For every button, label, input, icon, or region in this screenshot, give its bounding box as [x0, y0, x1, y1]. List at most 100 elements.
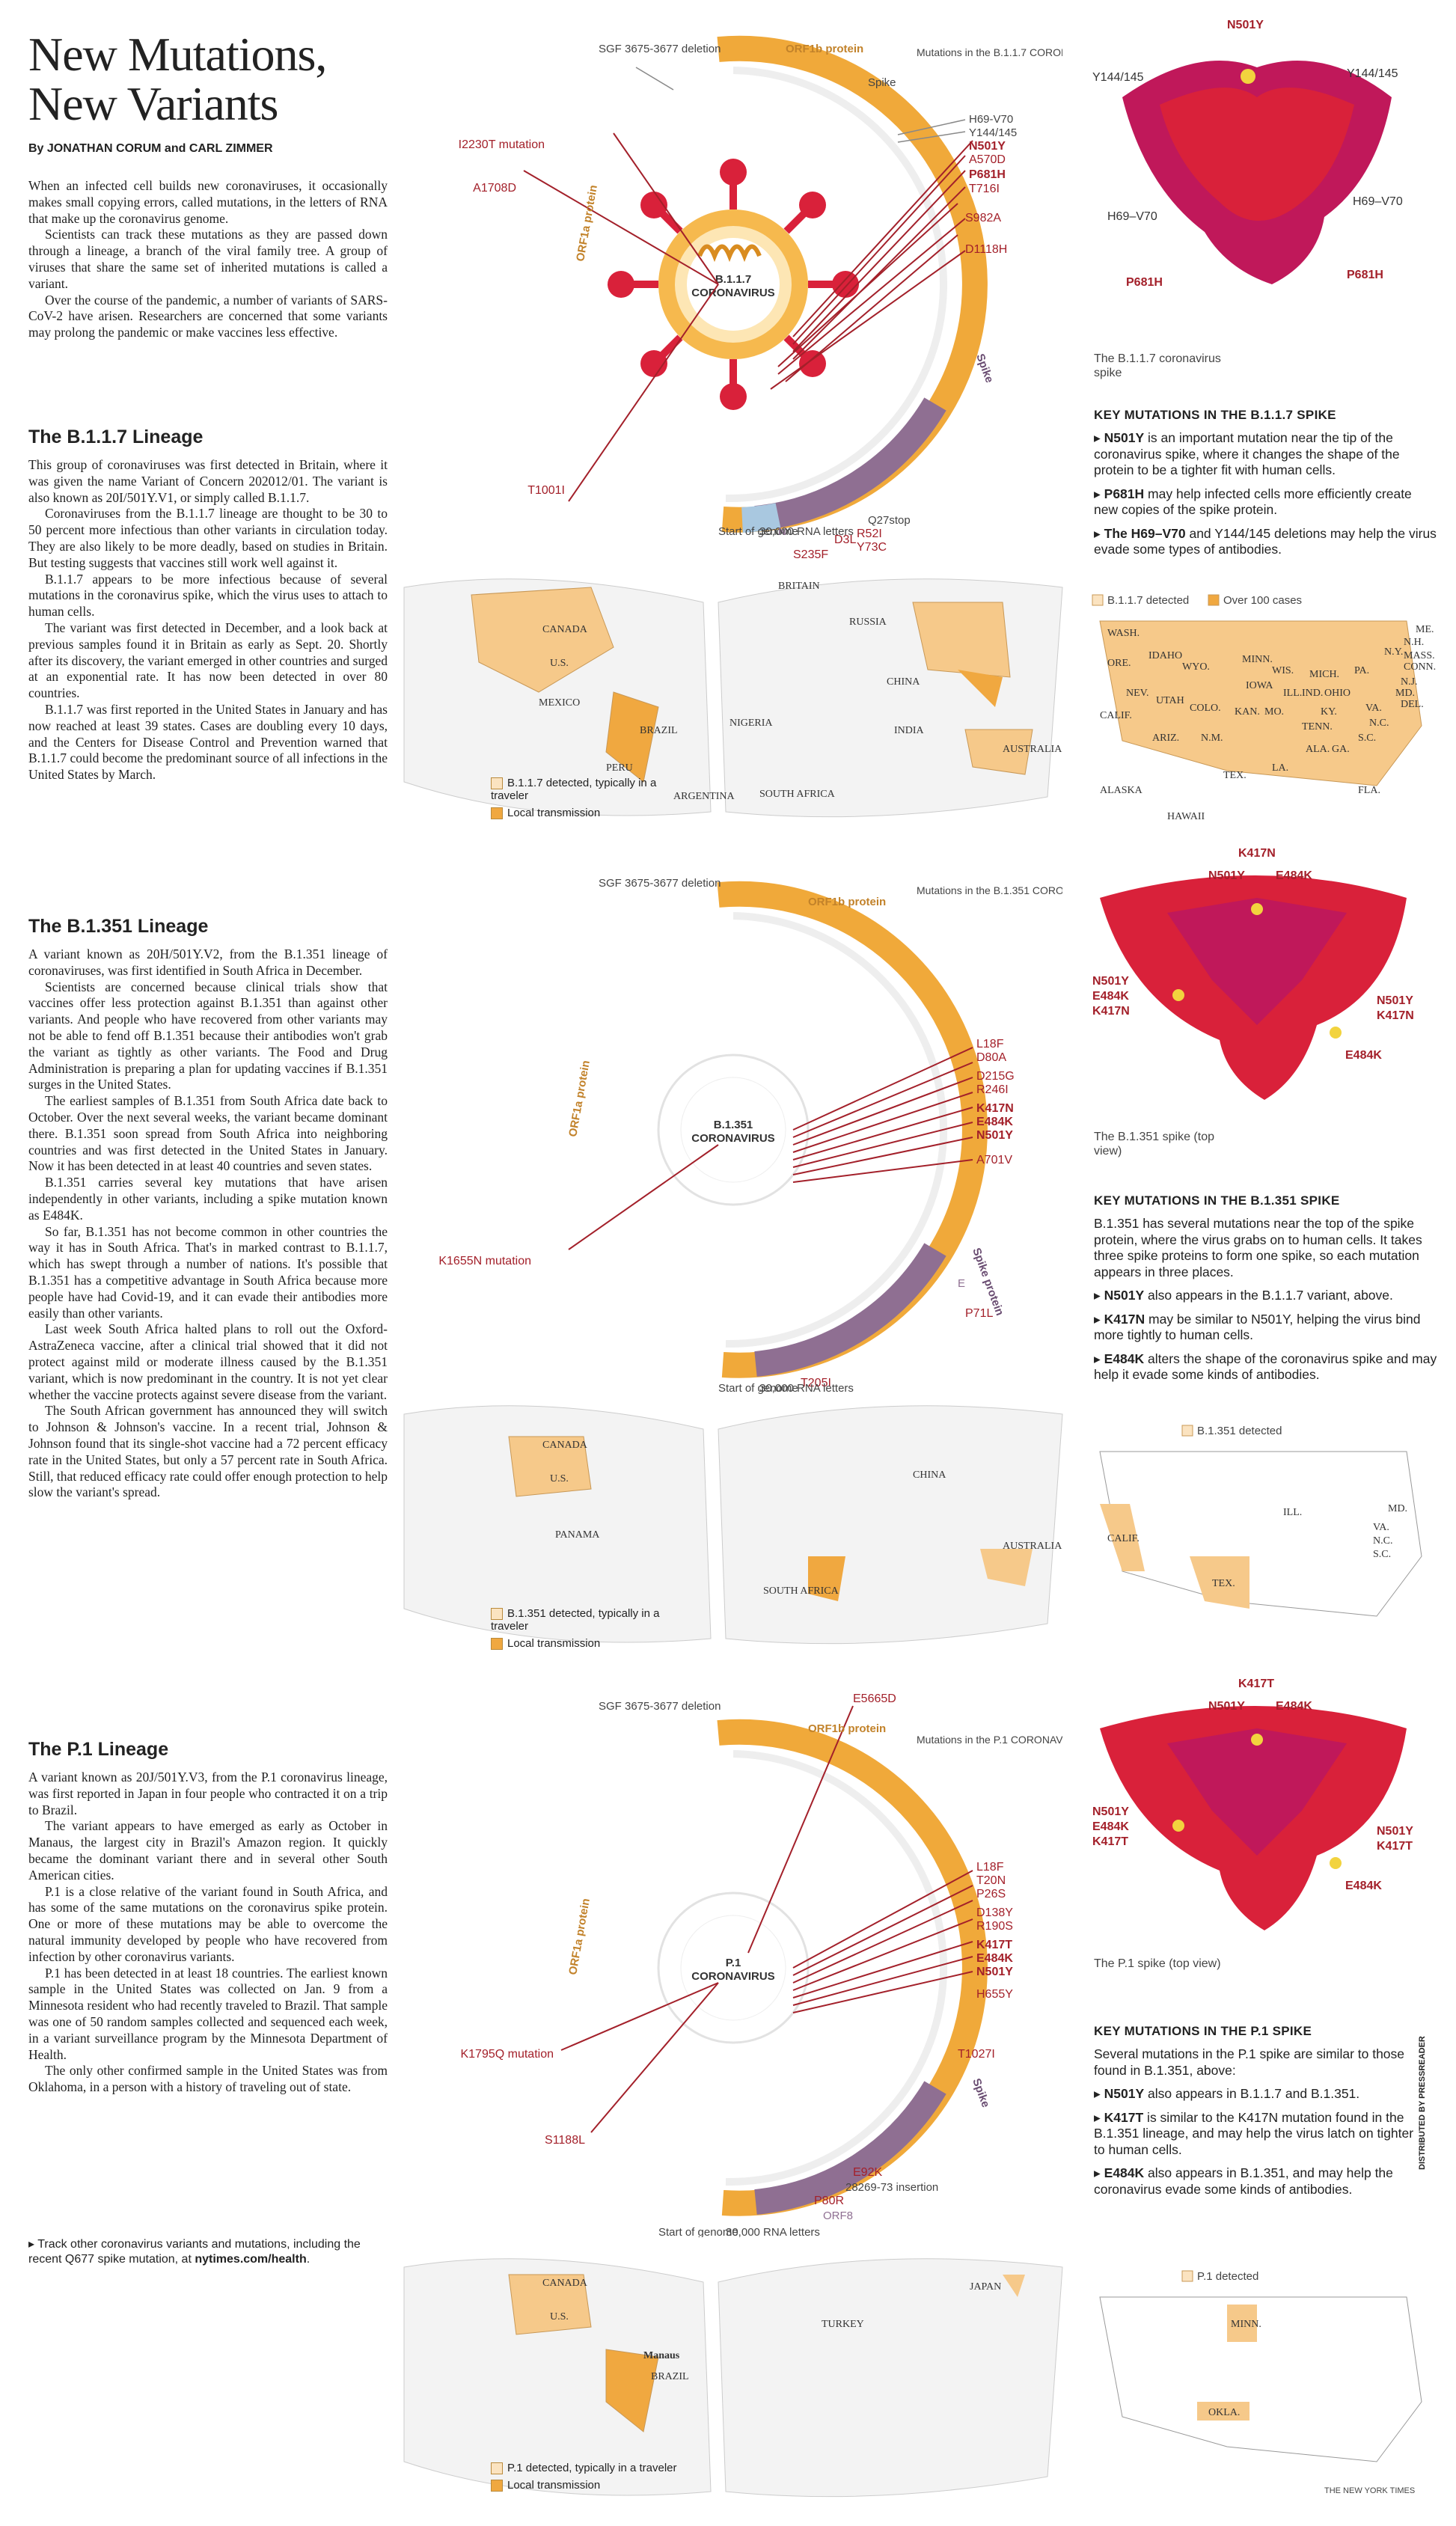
svg-text:D138Y: D138Y: [976, 1906, 1013, 1919]
svg-text:A1708D: A1708D: [473, 182, 516, 195]
section-heading: The B.1.1.7 Lineage: [28, 426, 204, 447]
svg-text:BRITAIN: BRITAIN: [778, 581, 820, 592]
svg-text:P681H: P681H: [1126, 276, 1163, 289]
world-map-b117: CANADA U.S. MEXICO BRAZIL PERU ARGENTINA…: [403, 578, 1063, 818]
virus-label: P.1 CORONAVIRUS: [691, 1957, 774, 1983]
svg-text:SGF 3675-3677 deletion: SGF 3675-3677 deletion: [599, 1700, 721, 1713]
spike-structure-p1: K417T N501Y E484K N501Y E484K K417T N501…: [1092, 1678, 1413, 1930]
svg-text:Y73C: Y73C: [857, 541, 887, 554]
svg-text:T716I: T716I: [969, 183, 1000, 195]
svg-text:N501Y: N501Y: [976, 1129, 1013, 1142]
svg-text:K417T: K417T: [976, 1939, 1012, 1951]
spike-segment: [754, 397, 946, 531]
svg-text:K417T: K417T: [1092, 1835, 1128, 1848]
key-mutations-b1351: KEY MUTATIONS IN THE B.1.351 SPIKE B.1.3…: [1094, 1193, 1437, 1382]
svg-text:N.Y.: N.Y.: [1384, 646, 1403, 658]
svg-text:N501Y: N501Y: [1092, 975, 1129, 988]
svg-text:OHIO: OHIO: [1324, 688, 1351, 699]
svg-text:P681H: P681H: [1347, 269, 1383, 281]
svg-text:WYO.: WYO.: [1182, 661, 1210, 673]
svg-text:A701V: A701V: [976, 1154, 1012, 1166]
svg-text:RUSSIA: RUSSIA: [849, 617, 887, 628]
svg-text:T1001I: T1001I: [527, 484, 565, 497]
svg-text:S.C.: S.C.: [1358, 733, 1376, 744]
svg-text:NIGERIA: NIGERIA: [729, 718, 773, 729]
svg-text:U.S.: U.S.: [550, 1473, 569, 1484]
svg-text:E484K: E484K: [1276, 1700, 1312, 1713]
us-map-b117: B.1.1.7 detected Over 100 cases WASH. ORE…: [1092, 594, 1436, 822]
svg-text:MD.: MD.: [1388, 1503, 1407, 1514]
svg-text:D1118H: D1118H: [965, 243, 1007, 256]
svg-text:N501Y: N501Y: [1092, 1805, 1129, 1818]
key-mutations-b117: KEY MUTATIONS IN THE B.1.1.7 SPIKE ▸ N50…: [1094, 408, 1437, 557]
svg-text:ILL.: ILL.: [1283, 688, 1302, 699]
genome-ring-b117: B.1.1.7 CORONAVIRUS SGF 3675-3677 deletio…: [459, 35, 1062, 561]
svg-text:N.C.: N.C.: [1373, 1535, 1392, 1547]
svg-text:KY.: KY.: [1321, 706, 1337, 718]
svg-text:S.C.: S.C.: [1373, 1549, 1391, 1560]
map-legend-b117: B.1.1.7 detected, typically in a travele…: [491, 777, 657, 820]
footnote-link[interactable]: nytimes.com/health: [195, 2253, 307, 2266]
section-b117-text: The B.1.1.7 Lineage This group of corona…: [28, 426, 388, 783]
svg-text:SGF 3675-3677 deletion: SGF 3675-3677 deletion: [599, 877, 721, 890]
svg-text:B.1.351 detected: B.1.351 detected: [1197, 1425, 1282, 1437]
world-map-p1: CANADA U.S. Manaus BRAZIL TURKEY JAPAN: [403, 2258, 1063, 2498]
svg-text:CANADA: CANADA: [542, 1440, 588, 1451]
svg-text:T20N: T20N: [976, 1874, 1006, 1887]
svg-text:B.1.1.7 detected: B.1.1.7 detected: [1107, 594, 1189, 607]
svg-text:MEXICO: MEXICO: [539, 697, 580, 709]
svg-text:MINN.: MINN.: [1242, 654, 1273, 665]
svg-text:H69–V70: H69–V70: [1107, 210, 1157, 223]
svg-text:E5665D: E5665D: [853, 1692, 896, 1705]
byline: By JONATHAN CORUM and CARL ZIMMER: [28, 142, 273, 155]
svg-text:ORF8: ORF8: [823, 2210, 853, 2222]
section-heading: The P.1 Lineage: [28, 1739, 169, 1760]
svg-text:AUSTRALIA: AUSTRALIA: [1003, 1541, 1062, 1552]
section-heading: The B.1.351 Lineage: [28, 916, 209, 937]
svg-text:INDIA: INDIA: [894, 725, 925, 736]
svg-text:U.S.: U.S.: [550, 2311, 569, 2322]
svg-text:MINN.: MINN.: [1231, 2319, 1261, 2330]
svg-text:VA.: VA.: [1365, 703, 1382, 714]
svg-text:CHINA: CHINA: [887, 676, 920, 688]
svg-text:E: E: [958, 1277, 965, 1290]
svg-text:IOWA: IOWA: [1246, 680, 1273, 691]
svg-text:ME.: ME.: [1416, 624, 1434, 635]
svg-text:LA.: LA.: [1272, 762, 1288, 774]
svg-text:N.J.: N.J.: [1401, 676, 1418, 688]
svg-text:N501Y: N501Y: [1208, 869, 1245, 882]
mutation-labels-right: H69-V70 Y144/145 N501Y A570D P681H T716I…: [965, 113, 1017, 256]
svg-text:P26S: P26S: [976, 1888, 1006, 1900]
svg-text:E484K: E484K: [1092, 1820, 1129, 1833]
svg-text:Start of genome: Start of genome: [718, 1382, 798, 1395]
svg-text:ARGENTINA: ARGENTINA: [673, 791, 735, 802]
svg-text:Y144/145: Y144/145: [1092, 71, 1144, 84]
svg-text:Mutations in the B.1.351 CORON: Mutations in the B.1.351 CORONAVIRUS GEN…: [917, 884, 1062, 896]
svg-text:CANADA: CANADA: [542, 624, 588, 635]
svg-text:TEX.: TEX.: [1212, 1578, 1235, 1589]
genome-caption: Mutations in the B.1.1.7 CORONAVIRUS GEN…: [917, 46, 1062, 58]
svg-text:N501Y: N501Y: [1377, 994, 1413, 1007]
svg-text:CALIF.: CALIF.: [1100, 710, 1132, 721]
svg-text:AUSTRALIA: AUSTRALIA: [1003, 744, 1062, 755]
svg-text:ARIZ.: ARIZ.: [1152, 733, 1179, 744]
region-north-america: [471, 587, 614, 693]
svg-text:JAPAN: JAPAN: [970, 2281, 1001, 2293]
svg-text:U.S.: U.S.: [550, 658, 569, 669]
left-column: New Mutations, New Variants By JONATHAN …: [28, 30, 388, 341]
svg-text:ORF1a protein: ORF1a protein: [566, 1897, 593, 1976]
svg-text:L18F: L18F: [976, 1038, 1004, 1051]
svg-text:PA.: PA.: [1354, 665, 1369, 676]
svg-text:ORF1b protein: ORF1b protein: [808, 896, 886, 908]
svg-text:GA.: GA.: [1332, 744, 1350, 755]
spike-caption: The P.1 spike (top view): [1094, 1957, 1221, 1970]
svg-text:Start of genome: Start of genome: [718, 525, 798, 538]
svg-text:H69-V70: H69-V70: [969, 113, 1013, 126]
svg-text:E92K: E92K: [853, 2166, 882, 2179]
svg-text:MASS.: MASS.: [1404, 650, 1435, 661]
svg-text:K417N: K417N: [1238, 847, 1276, 860]
svg-text:L18F: L18F: [976, 1861, 1004, 1874]
svg-text:S235F: S235F: [793, 548, 828, 561]
headline: New Mutations, New Variants: [28, 28, 327, 130]
svg-text:30,000 RNA letters: 30,000 RNA letters: [759, 1382, 854, 1395]
